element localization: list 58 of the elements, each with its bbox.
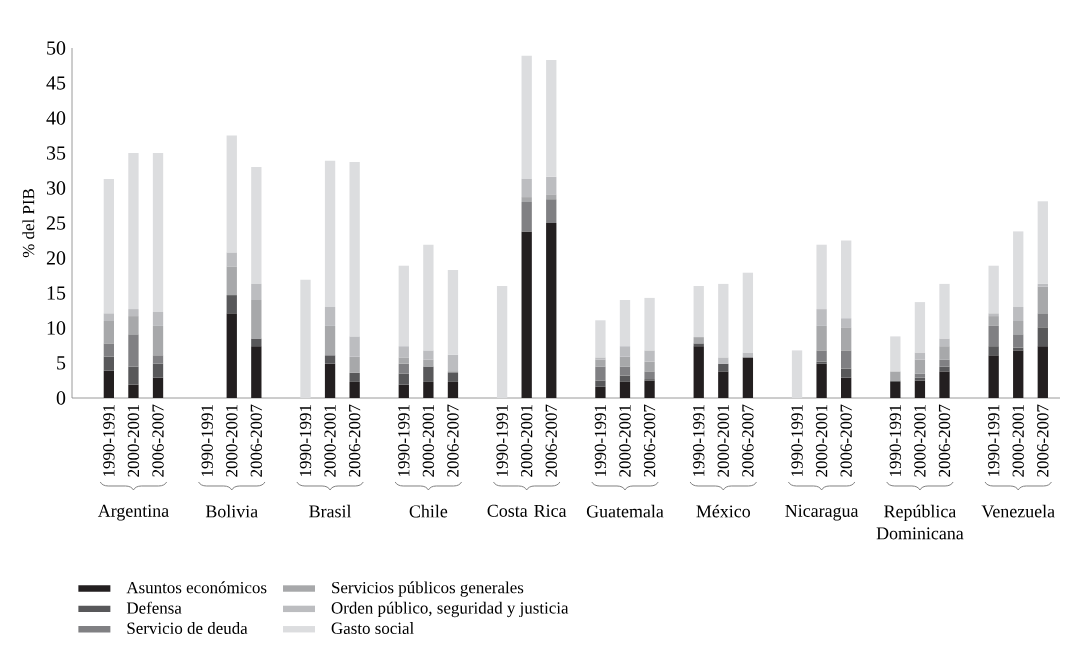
legend-label: Asuntos económicos — [126, 581, 267, 594]
x-tick-label: 2006-2007 — [643, 404, 656, 477]
x-tick-label: 2000-2001 — [422, 405, 435, 477]
y-axis-title: % del PIB — [22, 189, 35, 258]
text: Argentina — [97, 504, 169, 521]
y-tick-label: 15 — [47, 286, 66, 300]
y-tick-label: 25 — [46, 216, 66, 230]
y-tick-label: 5 — [57, 356, 66, 370]
y-tick-label: 40 — [46, 111, 66, 125]
legend-label: Servicio de deuda — [127, 622, 248, 634]
x-tick-label: 2006-2007 — [348, 404, 361, 477]
x-tick-label: 2000-2001 — [324, 405, 336, 477]
text: Guatemala — [586, 504, 664, 518]
text: Nicaragua — [785, 504, 859, 521]
x-tick-label: 2006-2007 — [545, 404, 557, 477]
text: Costa Rica — [487, 504, 567, 517]
x-tick-label: 1990-1991 — [299, 405, 312, 476]
y-tick-label: 10 — [47, 321, 66, 335]
x-tick-label: 2006-2007 — [152, 404, 164, 477]
x-tick-label: 2000-2001 — [717, 405, 729, 477]
y-tick-label: 35 — [47, 146, 66, 160]
text: Venezuela — [981, 504, 1055, 518]
x-tick-label: 2006-2007 — [938, 404, 951, 477]
text: Bolivia — [205, 504, 258, 518]
text: República Dominicana — [876, 504, 964, 540]
x-tick-label: 2000-2001 — [914, 405, 926, 477]
x-tick-label: 1990-1991 — [103, 405, 115, 476]
x-tick-label: 2000-2001 — [1012, 405, 1024, 477]
x-tick-label: 1990-1991 — [398, 405, 410, 476]
x-tick-label: 2006-2007 — [1037, 404, 1049, 477]
x-tick-label: 1990-1991 — [791, 405, 803, 476]
x-tick-label: 1990-1991 — [987, 405, 1000, 476]
x-tick-label: 2006-2007 — [840, 404, 852, 477]
x-tick-label: 2000-2001 — [127, 405, 140, 477]
x-tick-label: 2000-2001 — [815, 405, 828, 477]
x-tick-label: 2000-2001 — [619, 405, 631, 477]
x-tick-label: 2006-2007 — [447, 404, 459, 477]
y-tick-label: 20 — [46, 251, 66, 265]
y-tick-label: 50 — [47, 41, 66, 55]
x-tick-label: 1990-1991 — [496, 405, 508, 476]
x-tick-label: 2006-2007 — [742, 404, 754, 477]
text: México — [696, 504, 751, 518]
x-tick-label: 2006-2007 — [250, 404, 263, 477]
y-tick-label: 30 — [47, 181, 66, 195]
x-tick-label: 1990-1991 — [201, 405, 213, 476]
legend-label: Orden público, seguridad y justicia — [331, 601, 569, 618]
y-tick-label: 45 — [46, 76, 66, 90]
text: Chile — [409, 504, 448, 518]
x-tick-label: 1990-1991 — [889, 405, 902, 476]
x-tick-label: 1990-1991 — [594, 405, 607, 476]
legend-label: Gasto social — [331, 622, 414, 634]
text: Brasil — [309, 504, 352, 518]
x-tick-label: 1990-1991 — [693, 405, 705, 476]
x-tick-label: 2000-2001 — [520, 405, 533, 477]
legend-label: Defensa — [126, 601, 182, 614]
y-tick-label: 0 — [56, 391, 66, 405]
legend-label: Servicios públicos generales — [332, 581, 524, 597]
x-tick-label: 2000-2001 — [226, 405, 238, 477]
